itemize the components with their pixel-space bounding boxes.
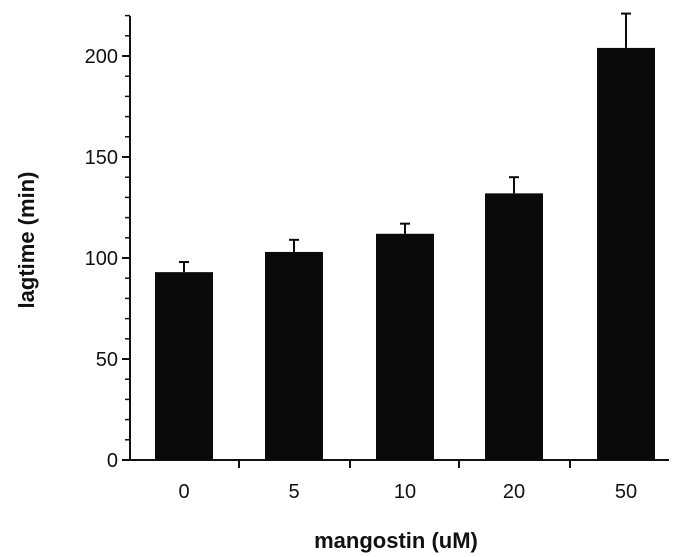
y-tick-label: 100 bbox=[85, 248, 118, 270]
x-axis-title: mangostin (uM) bbox=[314, 528, 478, 553]
y-tick-label: 50 bbox=[96, 349, 118, 371]
bars bbox=[155, 47, 655, 461]
bar-50 bbox=[597, 47, 655, 461]
x-tick-label: 0 bbox=[178, 481, 189, 503]
y-tick-label: 150 bbox=[85, 147, 118, 169]
x-axis: 0 5 10 20 50 bbox=[130, 459, 669, 503]
error-bars bbox=[179, 12, 631, 273]
y-axis-title: lagtime (min) bbox=[14, 172, 39, 309]
y-axis: 0 50 100 150 200 bbox=[85, 14, 131, 472]
y-ticks: 0 50 100 150 200 bbox=[85, 14, 130, 472]
bar-10 bbox=[376, 233, 434, 460]
x-tick-label: 20 bbox=[503, 481, 525, 503]
bar-20 bbox=[485, 193, 543, 461]
bar-0 bbox=[155, 272, 213, 460]
x-ticks: 0 5 10 20 50 bbox=[178, 460, 637, 503]
bar-5 bbox=[265, 251, 323, 460]
x-tick-label: 10 bbox=[394, 481, 416, 503]
y-tick-label: 200 bbox=[85, 46, 118, 68]
x-tick-label: 50 bbox=[615, 481, 637, 503]
x-tick-label: 5 bbox=[288, 481, 299, 503]
y-tick-label: 0 bbox=[107, 450, 118, 472]
